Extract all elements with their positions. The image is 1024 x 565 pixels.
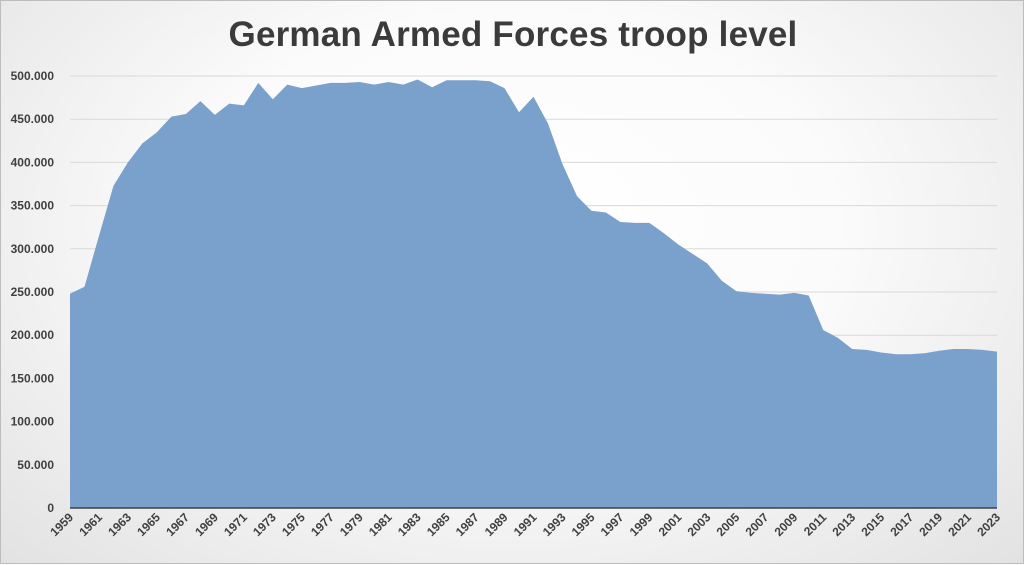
y-tick-label: 200.000	[11, 328, 55, 342]
y-tick-label: 50.000	[17, 458, 54, 472]
x-tick-label: 1983	[395, 510, 424, 539]
x-tick-label: 2023	[974, 510, 1003, 539]
x-tick-label: 2009	[772, 510, 801, 539]
chart-title: German Armed Forces troop level	[228, 15, 798, 54]
x-tick-label: 1989	[482, 510, 511, 539]
x-tick-label: 2021	[945, 510, 974, 539]
x-tick-label: 1993	[540, 510, 569, 539]
x-tick-label: 1973	[250, 510, 279, 539]
x-tick-label: 2015	[858, 510, 887, 539]
y-tick-label: 400.000	[11, 155, 55, 169]
y-tick-label: 500.000	[11, 69, 55, 83]
x-tick-label: 1963	[105, 510, 134, 539]
y-tick-label: 0	[47, 501, 54, 515]
x-tick-label: 1967	[163, 510, 192, 539]
x-tick-label: 1965	[134, 510, 163, 539]
x-tick-label: 1975	[279, 510, 308, 539]
y-tick-label: 150.000	[11, 371, 55, 385]
x-tick-label: 1977	[308, 510, 337, 539]
y-tick-label: 250.000	[11, 285, 55, 299]
x-tick-label: 2005	[714, 510, 743, 539]
x-tick-label: 1991	[511, 510, 540, 539]
x-tick-label: 1969	[192, 510, 221, 539]
x-tick-label: 1985	[424, 510, 453, 539]
y-axis: 0 50.000 100.000 150.000 200.000 250.000 300.0…	[11, 69, 55, 515]
x-tick-label: 1971	[221, 510, 250, 539]
x-tick-label: 1997	[598, 510, 627, 539]
x-tick-label: 2003	[685, 510, 714, 539]
y-tick-label: 300.000	[11, 242, 55, 256]
x-tick-label: 1961	[76, 510, 105, 539]
x-tick-label: 2017	[887, 510, 916, 539]
x-tick-label: 1979	[337, 510, 366, 539]
x-tick-label: 1999	[627, 510, 656, 539]
y-tick-label: 450.000	[11, 112, 55, 126]
x-axis: 1959 1961 1963 1965 1967 1969 1971 1973 1975 1977…	[47, 507, 1003, 539]
y-tick-label: 100.000	[11, 415, 55, 429]
area-series	[70, 79, 997, 508]
x-tick-label: 2011	[801, 510, 830, 539]
x-tick-label: 2007	[743, 510, 772, 539]
x-tick-label: 1995	[569, 510, 598, 539]
x-tick-label: 1987	[453, 510, 482, 539]
y-tick-label: 350.000	[11, 199, 55, 213]
area-fill	[70, 79, 997, 508]
x-tick-label: 2001	[656, 510, 685, 539]
x-tick-label: 2013	[829, 510, 858, 539]
x-tick-label: 1981	[366, 510, 395, 539]
x-tick-label: 2019	[916, 510, 945, 539]
